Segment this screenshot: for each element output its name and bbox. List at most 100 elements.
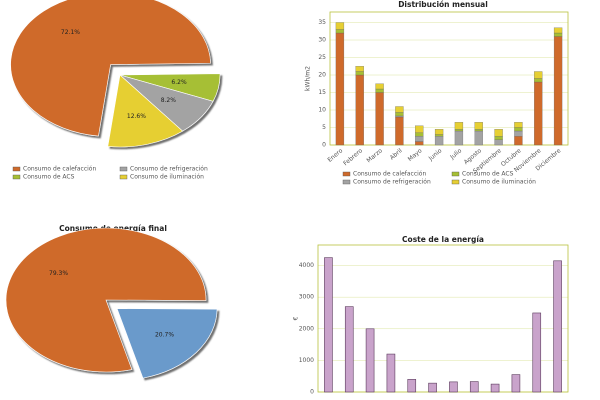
bar-segment: [355, 74, 364, 146]
legend-swatch: [119, 166, 128, 172]
legend-label: Consumo de refrigeración: [130, 166, 208, 173]
pie-slice: [5, 227, 207, 373]
bar-segment: [375, 88, 384, 93]
bar-segment: [534, 78, 543, 83]
x-tick-label: Junio: [427, 147, 444, 163]
bar-segment: [454, 122, 464, 130]
bar-segment: [494, 139, 503, 146]
legend-label: Consumo de ACS: [462, 171, 514, 178]
bar-segment: [474, 129, 483, 132]
bar-segment: [434, 134, 444, 137]
bar: [532, 312, 542, 393]
pie-slice: [107, 74, 184, 148]
bar-segment: [514, 136, 523, 146]
legend-swatch: [451, 179, 460, 185]
data-label: 8.2%: [161, 97, 177, 104]
bar: [344, 306, 354, 393]
bar-segment: [415, 125, 424, 133]
pie: [5, 227, 218, 379]
bar: [386, 353, 396, 393]
x-tick-label: Julio: [448, 147, 463, 161]
bar: [365, 328, 375, 393]
bar: [511, 374, 521, 393]
pie-slice: [116, 308, 218, 379]
bar-segment: [534, 81, 543, 146]
bar-segment: [514, 130, 523, 137]
bar: [553, 260, 562, 393]
y-tick-label: 1000: [299, 357, 314, 364]
y-tick-label: 0: [322, 142, 326, 149]
bar-segment: [514, 127, 523, 132]
legend-swatch: [12, 166, 21, 172]
y-tick-label: 35: [318, 19, 326, 26]
y-tick-label: 5: [322, 124, 326, 131]
legend-label: Consumo de refrigeración: [353, 179, 431, 186]
legend-label: Consumo de calefacción: [353, 171, 426, 178]
bar-segment: [434, 136, 444, 146]
bar-segment: [553, 32, 563, 37]
bar: [449, 381, 458, 393]
y-axis-label: kWh/m2: [305, 66, 312, 91]
bar-segment: [335, 32, 345, 146]
legend-swatch: [451, 171, 460, 177]
bar: [469, 381, 479, 393]
legend-label: Consumo de iluminación: [462, 179, 536, 186]
bar-segment: [474, 122, 483, 130]
bar-segment: [454, 130, 464, 146]
chart-title: Coste de la energía: [402, 235, 484, 244]
pie: [10, 0, 221, 148]
bar-segment: [415, 136, 424, 142]
legend-label: Consumo de iluminación: [130, 174, 204, 181]
legend-label: Consumo de calefacción: [23, 166, 96, 173]
bar-segment: [514, 122, 523, 128]
x-tick-label: Marzo: [365, 147, 384, 164]
bar: [324, 257, 333, 393]
y-tick-label: 10: [318, 107, 326, 114]
bar-segment: [415, 132, 424, 137]
y-tick-label: 20: [318, 72, 326, 79]
data-label: 12.6%: [127, 113, 146, 120]
data-label: 20.7%: [155, 332, 174, 339]
plot-frame: [329, 11, 569, 146]
data-label: 79.3%: [49, 270, 68, 277]
bar-segment: [494, 129, 503, 137]
bar-segment: [375, 83, 384, 90]
x-tick-label: Febrero: [342, 147, 364, 167]
bar-segment: [395, 116, 404, 146]
bar-segment: [395, 106, 404, 113]
bar: [428, 382, 437, 393]
bar-segment: [553, 27, 563, 34]
bar-segment: [553, 36, 563, 146]
bar: [490, 383, 500, 393]
bar-segment: [335, 29, 345, 34]
legend-swatch: [12, 174, 21, 180]
bar: [407, 379, 417, 393]
legend-swatch: [119, 174, 128, 180]
legend-swatch: [342, 171, 351, 177]
y-tick-label: 25: [318, 54, 326, 61]
bar-segment: [454, 129, 464, 132]
data-label: 72.1%: [61, 29, 80, 36]
legend-label: Consumo de ACS: [23, 174, 75, 181]
bar-segment: [355, 66, 364, 72]
chart-title: Distribución mensual: [398, 0, 488, 9]
y-tick-label: 0: [310, 389, 314, 396]
y-tick-label: 2000: [299, 325, 314, 332]
bar-segment: [434, 129, 444, 135]
pie-slice: [10, 0, 211, 137]
y-tick-label: 15: [318, 89, 326, 96]
x-tick-label: Mayo: [407, 147, 424, 163]
bar-segment: [375, 92, 384, 146]
bar-segment: [335, 22, 345, 30]
legend-swatch: [342, 179, 351, 185]
bar-segment: [474, 130, 483, 146]
plot-frame: [317, 244, 569, 393]
x-tick-label: Abril: [389, 147, 404, 161]
bar-segment: [395, 112, 404, 117]
bar-segment: [395, 115, 404, 118]
bar-segment: [415, 141, 424, 146]
bar-segment: [494, 136, 503, 140]
y-tick-label: 4000: [299, 262, 314, 269]
bar-segment: [355, 71, 364, 76]
